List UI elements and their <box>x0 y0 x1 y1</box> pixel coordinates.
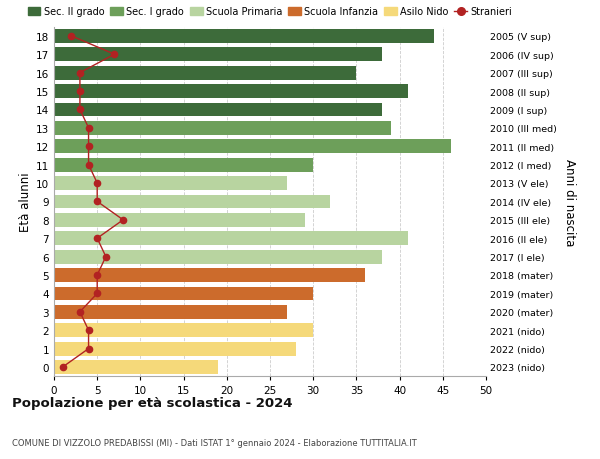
Bar <box>54 140 451 154</box>
Bar <box>54 85 408 99</box>
Bar <box>54 232 408 246</box>
Y-axis label: Età alunni: Età alunni <box>19 172 32 232</box>
Bar <box>54 103 382 117</box>
Bar <box>54 158 313 172</box>
Bar <box>54 360 218 374</box>
Bar <box>54 195 331 209</box>
Bar <box>54 48 382 62</box>
Bar <box>54 269 365 282</box>
Bar <box>54 30 434 44</box>
Bar <box>54 122 391 135</box>
Bar <box>54 305 287 319</box>
Bar <box>54 250 382 264</box>
Legend: Sec. II grado, Sec. I grado, Scuola Primaria, Scuola Infanzia, Asilo Nido, Stran: Sec. II grado, Sec. I grado, Scuola Prim… <box>26 6 514 19</box>
Bar <box>54 177 287 190</box>
Bar <box>54 342 296 356</box>
Bar <box>54 324 313 337</box>
Bar <box>54 287 313 301</box>
Text: COMUNE DI VIZZOLO PREDABISSI (MI) - Dati ISTAT 1° gennaio 2024 - Elaborazione TU: COMUNE DI VIZZOLO PREDABISSI (MI) - Dati… <box>12 438 417 447</box>
Text: Popolazione per età scolastica - 2024: Popolazione per età scolastica - 2024 <box>12 396 293 409</box>
Y-axis label: Anni di nascita: Anni di nascita <box>563 158 575 246</box>
Bar <box>54 213 305 227</box>
Bar <box>54 67 356 80</box>
